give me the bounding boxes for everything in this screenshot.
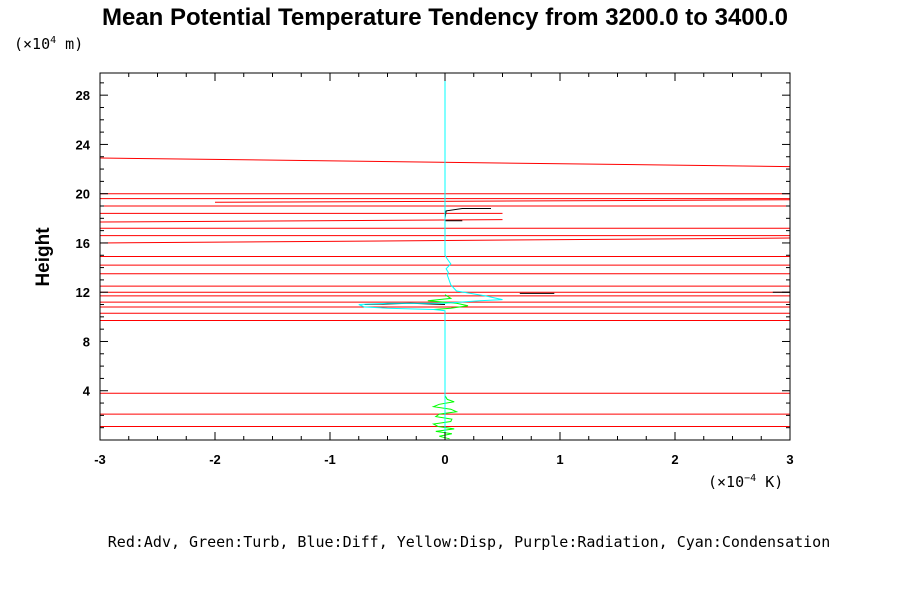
series-adv-line-7 (99, 219, 503, 223)
x-unit-label: (×10−4 K) (708, 473, 783, 491)
x-unit-prefix: (×10 (708, 473, 744, 491)
y-unit-exponent: 4 (50, 35, 56, 46)
series-condensation (358, 73, 503, 440)
series-turb-line-2 (427, 294, 469, 310)
y-unit-prefix: (×10 (14, 35, 50, 53)
series-turb (427, 294, 469, 440)
series-condensation-line-1 (358, 73, 503, 440)
x-tick-label: 0 (441, 452, 448, 467)
plot-area (99, 73, 791, 440)
chart-title: Mean Potential Temperature Tendency from… (102, 4, 788, 31)
y-tick-label: 12 (76, 285, 90, 300)
y-tick-label: 28 (76, 88, 90, 103)
y-tick-label: 4 (83, 384, 91, 399)
x-tick-label: 1 (556, 452, 563, 467)
y-tick-label: 8 (83, 334, 90, 349)
x-unit-suffix: K) (756, 473, 783, 491)
y-unit-suffix: m) (56, 35, 83, 53)
x-tick-label: -1 (324, 452, 336, 467)
series-diff-line-1 (444, 208, 491, 219)
x-tick-label: -2 (209, 452, 221, 467)
y-tick-label: 24 (76, 137, 91, 152)
y-axis-label: Height (33, 227, 54, 287)
x-tick-label: -3 (94, 452, 106, 467)
y-tick-label: 20 (76, 187, 90, 202)
y-unit-label: (×104 m) (14, 35, 83, 53)
x-tick-label: 2 (671, 452, 678, 467)
x-unit-exponent: −4 (744, 473, 756, 484)
legend-text: Red:Adv, Green:Turb, Blue:Diff, Yellow:D… (108, 533, 830, 551)
y-tick-label: 16 (76, 236, 90, 251)
series-adv-line-4 (214, 199, 791, 203)
series-turb-line-1 (431, 395, 459, 440)
x-tick-label: 3 (786, 452, 793, 467)
